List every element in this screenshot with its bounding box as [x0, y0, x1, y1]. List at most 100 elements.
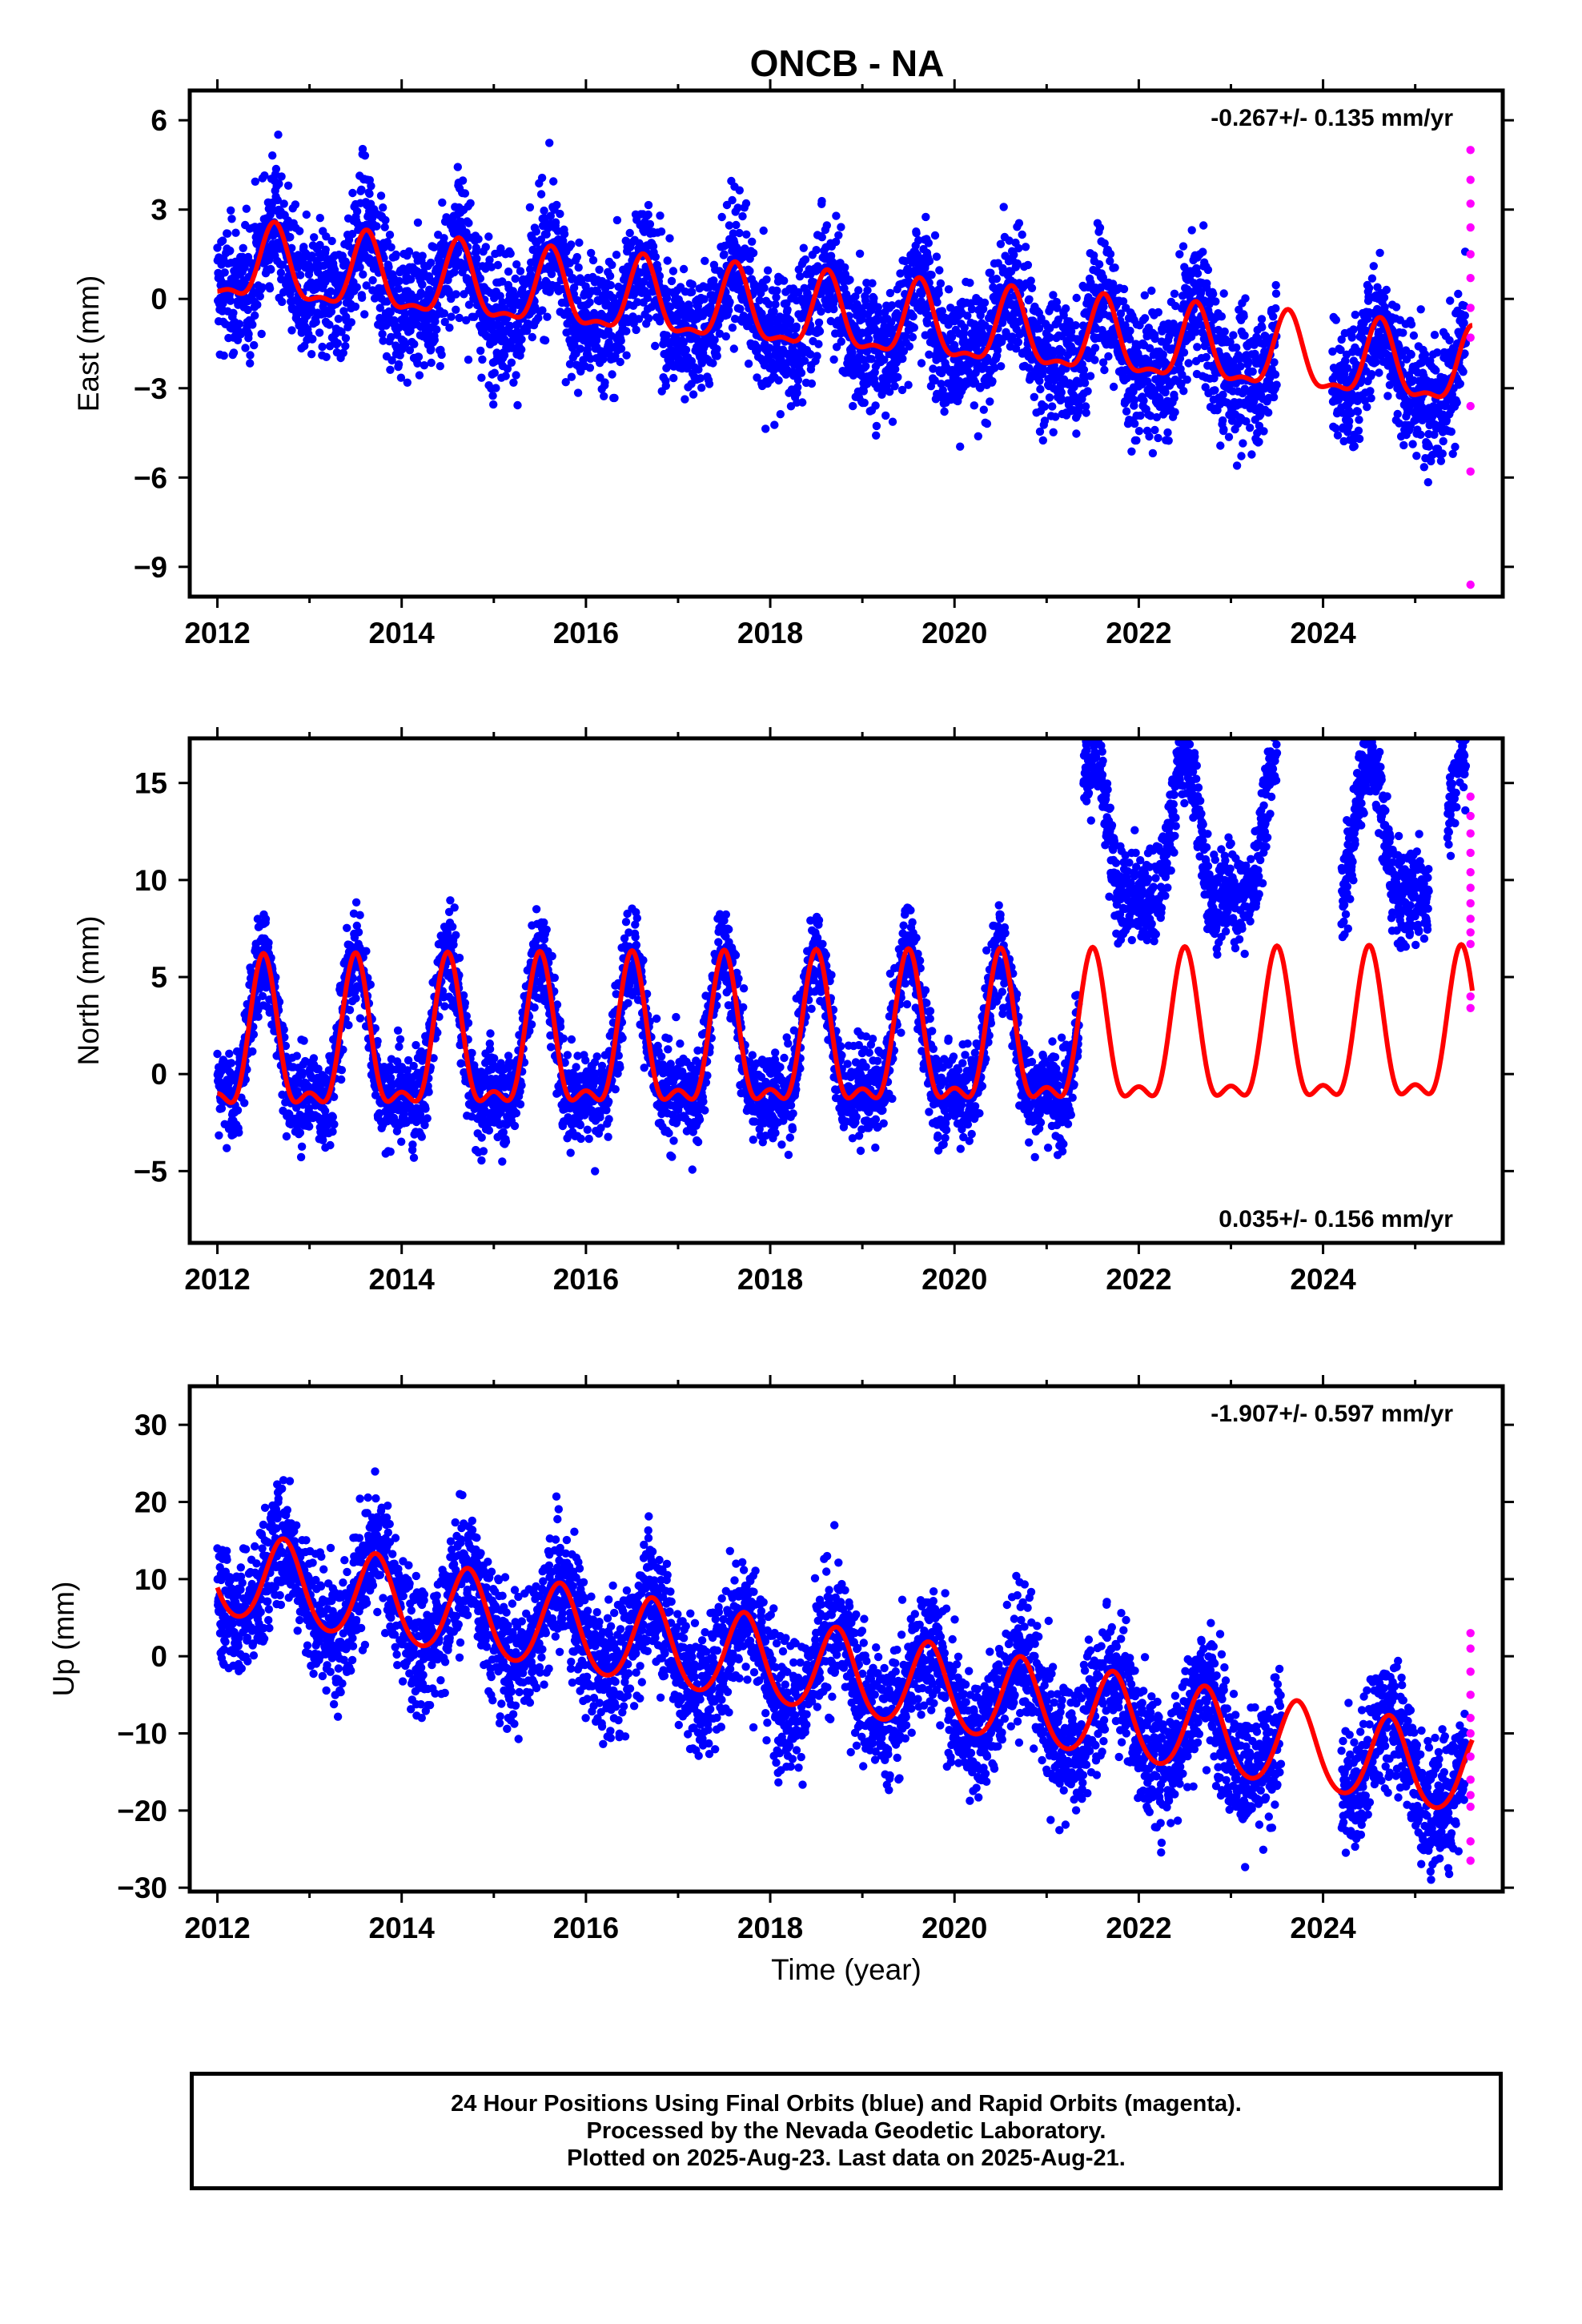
final-orbit-point: [869, 294, 878, 303]
final-orbit-point: [1110, 263, 1119, 272]
final-orbit-point: [504, 267, 513, 276]
final-orbit-point: [729, 229, 738, 238]
final-orbit-point: [612, 251, 621, 259]
final-orbit-point: [753, 373, 761, 382]
final-orbit-point: [940, 407, 949, 416]
final-orbit-point: [418, 251, 427, 260]
final-orbit-point: [512, 260, 521, 269]
rapid-orbit-point: [1466, 250, 1475, 259]
final-orbit-point: [304, 260, 313, 269]
final-orbit-point: [988, 376, 997, 386]
final-orbit-point: [1199, 247, 1207, 256]
final-orbit-point: [516, 267, 525, 275]
final-orbit-point: [1244, 357, 1254, 367]
final-orbit-point: [909, 312, 917, 321]
final-orbit-point: [674, 311, 684, 320]
final-orbit-point: [1239, 439, 1247, 448]
final-orbit-point: [644, 314, 653, 323]
final-orbit-point: [1072, 293, 1081, 303]
final-orbit-point: [295, 298, 304, 307]
final-orbit-point: [763, 266, 773, 275]
final-orbit-point: [986, 397, 994, 406]
final-orbit-point: [722, 200, 732, 210]
final-orbit-point: [1179, 387, 1188, 396]
final-orbit-point: [653, 264, 662, 274]
final-orbit-point: [427, 358, 436, 368]
final-orbit-point: [302, 210, 311, 219]
final-orbit-point: [735, 186, 744, 195]
final-orbit-point: [982, 419, 992, 428]
final-orbit-point: [570, 340, 579, 349]
final-orbit-point: [445, 324, 454, 332]
final-orbit-point: [713, 344, 721, 353]
final-orbit-point: [728, 324, 737, 332]
final-orbit-point: [395, 276, 404, 286]
final-orbit-point: [681, 345, 691, 355]
final-orbit-point: [1430, 331, 1439, 340]
final-orbit-point: [748, 237, 757, 246]
final-orbit-point: [700, 295, 709, 304]
final-orbit-point: [1408, 440, 1417, 448]
final-orbit-point: [310, 233, 319, 242]
rapid-orbit-point: [1466, 580, 1475, 589]
final-orbit-point: [1367, 370, 1376, 379]
final-orbit-point: [1229, 331, 1238, 340]
final-orbit-point: [1236, 362, 1245, 371]
final-orbit-point: [513, 400, 522, 410]
final-orbit-point: [1140, 291, 1150, 300]
final-orbit-point: [575, 238, 584, 247]
final-orbit-point: [325, 320, 334, 329]
final-orbit-point: [572, 252, 581, 262]
final-orbit-point: [759, 226, 768, 235]
final-orbit-point: [432, 325, 441, 334]
final-orbit-point: [1030, 392, 1039, 401]
final-orbit-point: [275, 179, 283, 188]
final-orbit-point: [921, 212, 930, 222]
final-orbit-point: [1355, 434, 1364, 444]
final-orbit-point: [1062, 304, 1070, 313]
final-orbit-point: [437, 350, 446, 360]
final-orbit-point: [814, 340, 823, 348]
final-orbit-point: [464, 219, 473, 227]
final-orbit-point: [453, 163, 462, 171]
final-orbit-point: [498, 298, 507, 307]
final-orbit-point: [1178, 242, 1188, 251]
final-orbit-point: [1014, 219, 1024, 227]
final-orbit-point: [860, 398, 869, 408]
final-orbit-point: [1257, 315, 1267, 324]
final-orbit-point: [817, 233, 826, 242]
final-orbit-point: [1203, 279, 1211, 288]
final-orbit-point: [725, 298, 734, 307]
final-orbit-point: [330, 265, 339, 275]
final-orbit-point: [872, 421, 881, 431]
final-orbit-point: [286, 232, 295, 242]
y-tick-label: −6: [134, 461, 167, 494]
final-orbit-point: [401, 340, 410, 348]
final-orbit-point: [387, 332, 396, 342]
final-orbit-point: [871, 401, 880, 410]
final-orbit-point: [327, 308, 336, 316]
final-orbit-point: [251, 177, 259, 186]
final-orbit-point: [565, 360, 575, 368]
final-orbit-point: [357, 185, 366, 194]
final-orbit-point: [503, 364, 512, 373]
final-orbit-point: [595, 265, 604, 274]
final-orbit-point: [396, 373, 406, 382]
final-orbit-point: [534, 313, 543, 323]
final-orbit-point: [769, 307, 778, 316]
final-orbit-point: [223, 229, 232, 238]
east-rapid-orbit-points: [1466, 146, 1475, 589]
final-orbit-point: [633, 298, 642, 307]
final-orbit-point: [669, 373, 678, 383]
final-orbit-point: [665, 234, 674, 243]
y-tick-label: 0: [151, 283, 167, 316]
final-orbit-point: [488, 392, 497, 400]
final-orbit-point: [426, 258, 436, 267]
final-orbit-point: [387, 356, 396, 365]
final-orbit-point: [1026, 276, 1035, 285]
final-orbit-point: [215, 1131, 223, 1140]
final-orbit-point: [588, 255, 598, 265]
final-orbit-point: [755, 296, 764, 305]
final-orbit-point: [1109, 382, 1118, 392]
final-orbit-point: [511, 274, 520, 283]
